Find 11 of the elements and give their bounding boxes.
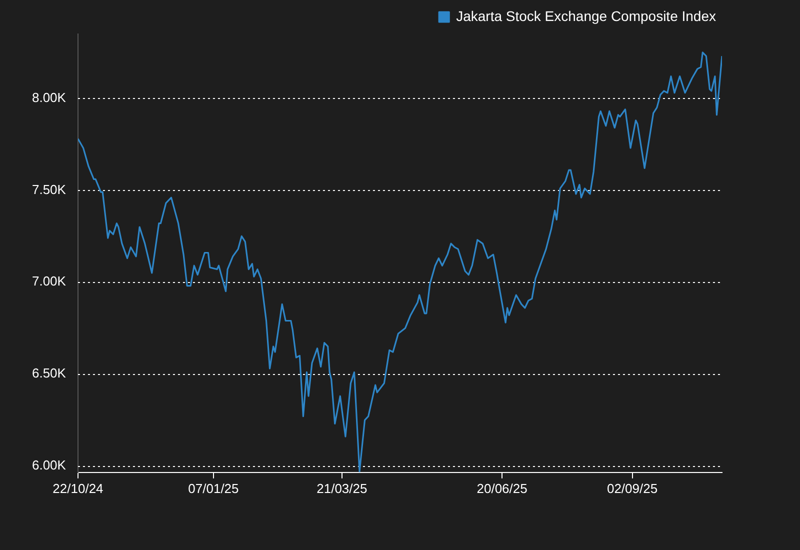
x-tick-label: 02/09/25 [606, 480, 658, 496]
x-tick-label: 22/10/24 [52, 480, 104, 496]
x-tick-label: 21/03/25 [316, 480, 368, 496]
x-tick-label: 07/01/25 [188, 480, 239, 496]
y-tick-label: 8.00K [32, 90, 66, 105]
y-tick-label: 6.50K [32, 366, 66, 381]
legend-label: Jakarta Stock Exchange Composite Index [456, 8, 716, 24]
x-tick-label: 20/06/25 [476, 480, 528, 496]
y-tick-label: 6.00K [32, 458, 66, 473]
y-tick-label: 7.50K [32, 182, 66, 197]
y-tick-label: 7.00K [32, 274, 66, 289]
